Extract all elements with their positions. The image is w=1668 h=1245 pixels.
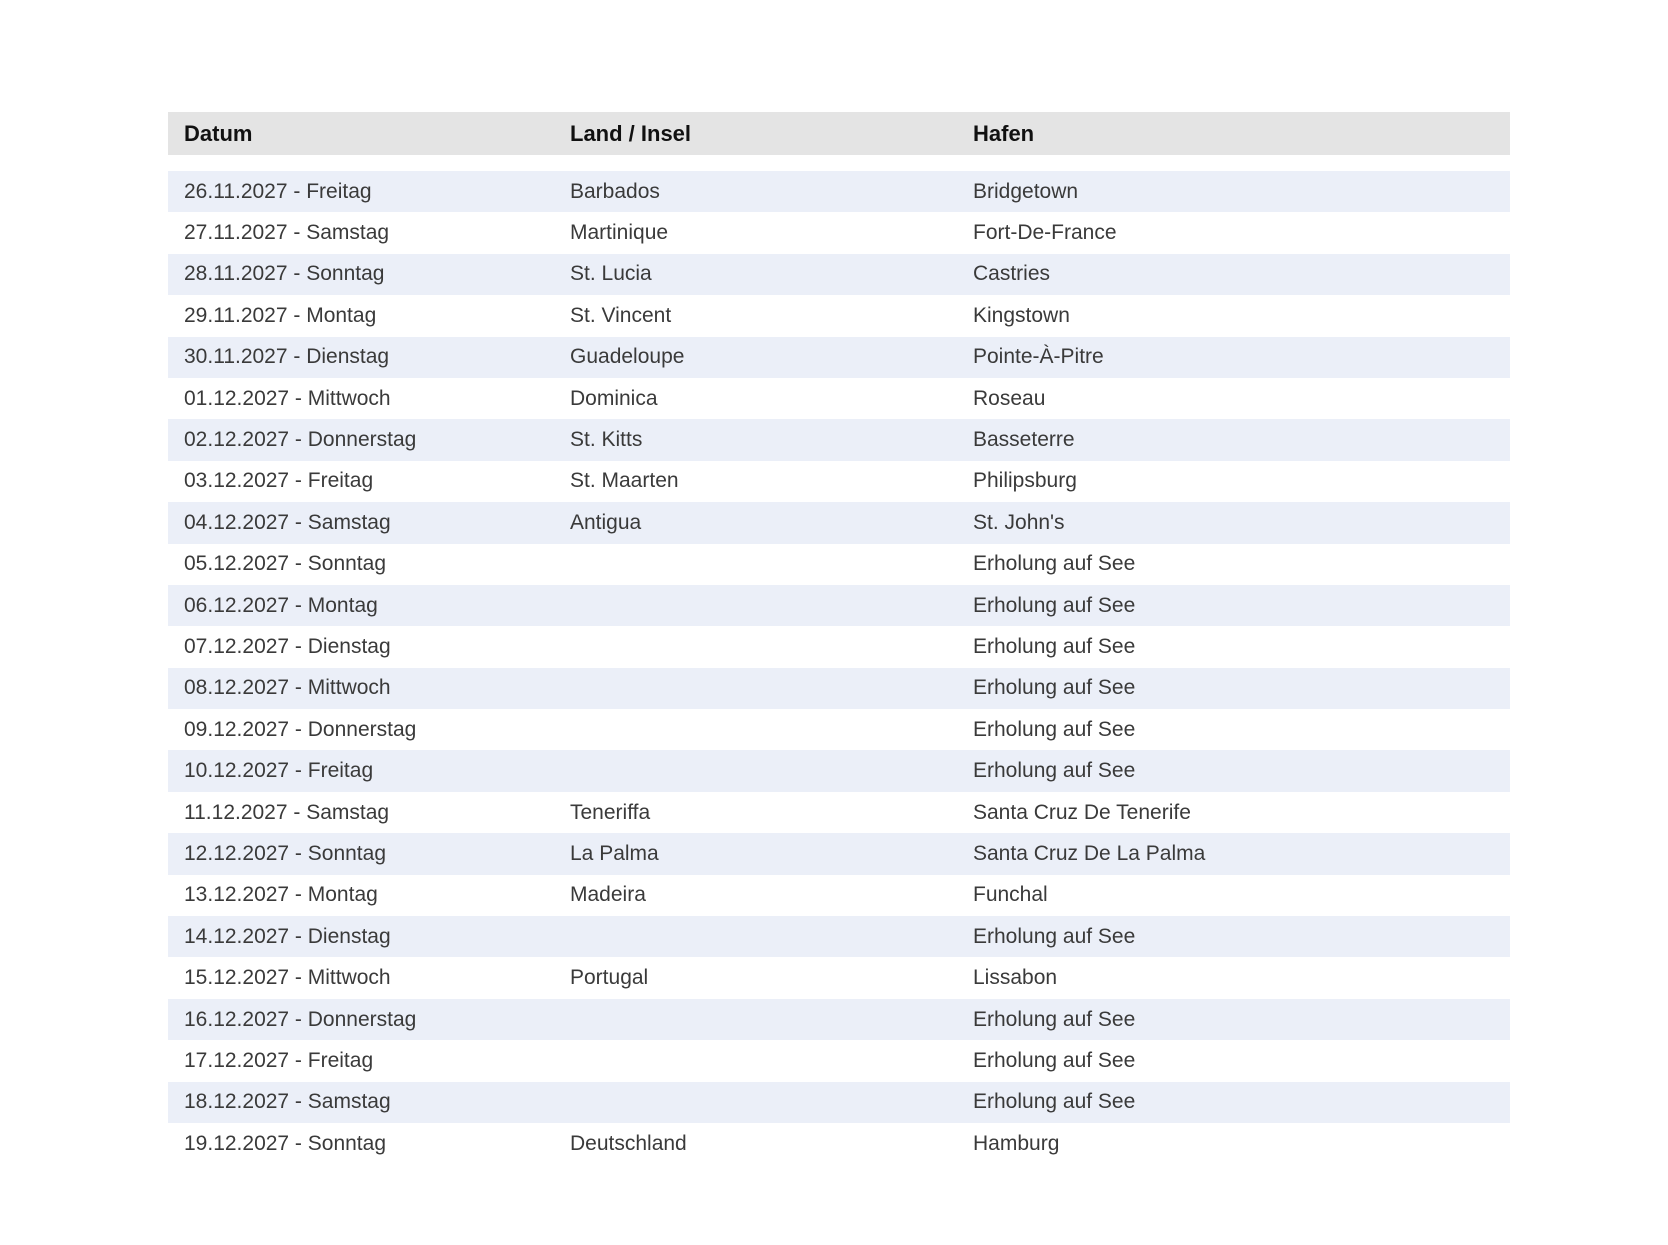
- table-row: 09.12.2027 - Donnerstag Erholung auf See: [168, 709, 1510, 750]
- table-row: 10.12.2027 - Freitag Erholung auf See: [168, 750, 1510, 792]
- cell-hafen: Erholung auf See: [973, 759, 1136, 783]
- table-row: 14.12.2027 - Dienstag Erholung auf See: [168, 916, 1510, 958]
- cell-hafen: Pointe-À-Pitre: [973, 345, 1104, 369]
- cell-hafen: Basseterre: [973, 428, 1075, 452]
- cell-datum: 03.12.2027 - Freitag: [184, 469, 374, 493]
- cell-hafen: Philipsburg: [973, 469, 1077, 493]
- cell-land: Guadeloupe: [570, 345, 685, 369]
- cell-datum: 28.11.2027 - Sonntag: [184, 262, 385, 286]
- cell-land: St. Maarten: [570, 469, 679, 493]
- table-row: 06.12.2027 - Montag Erholung auf See: [168, 584, 1510, 627]
- table-row: 19.12.2027 - Sonntag Deutschland Hamburg: [168, 1123, 1510, 1164]
- cell-datum: 18.12.2027 - Samstag: [184, 1090, 391, 1114]
- cell-hafen: Funchal: [973, 883, 1048, 907]
- table-row: 08.12.2027 - Mittwoch Erholung auf See: [168, 667, 1510, 710]
- table-row: 03.12.2027 - Freitag St. Maarten Philipsbu…: [168, 461, 1510, 502]
- cell-datum: 15.12.2027 - Mittwoch: [184, 966, 391, 990]
- cell-land: Barbados: [570, 179, 660, 203]
- cell-hafen: Erholung auf See: [973, 717, 1136, 741]
- cell-datum: 26.11.2027 - Freitag: [184, 179, 372, 203]
- table-row: 01.12.2027 - Mittwoch Dominica Roseau: [168, 378, 1510, 419]
- cell-hafen: Bridgetown: [973, 179, 1079, 203]
- table-row: 11.12.2027 - Samstag Teneriffa Santa Cruz …: [168, 792, 1510, 833]
- cell-land: La Palma: [570, 841, 659, 865]
- cell-datum: 27.11.2027 - Samstag: [184, 221, 390, 245]
- cell-datum: 04.12.2027 - Samstag: [184, 510, 391, 534]
- table-body: 26.11.2027 - Freitag Barbados Bridgetown 27…: [168, 171, 1510, 1164]
- cell-hafen: Hamburg: [973, 1131, 1060, 1155]
- cell-land: Antigua: [570, 510, 642, 534]
- cell-datum: 05.12.2027 - Sonntag: [184, 552, 387, 576]
- cell-hafen: Erholung auf See: [973, 593, 1136, 617]
- table-row: 13.12.2027 - Montag Madeira Funchal: [168, 875, 1510, 916]
- cell-datum: 29.11.2027 - Montag: [184, 303, 377, 327]
- cell-datum: 14.12.2027 - Dienstag: [184, 924, 391, 948]
- cell-datum: 30.11.2027 - Dienstag: [184, 345, 390, 369]
- table-row: 16.12.2027 - Donnerstag Erholung auf See: [168, 998, 1510, 1041]
- cell-hafen: St. John's: [973, 510, 1065, 534]
- cell-hafen: Roseau: [973, 386, 1046, 410]
- table-row: 26.11.2027 - Freitag Barbados Bridgetown: [168, 171, 1510, 213]
- cell-land: Portugal: [570, 966, 649, 990]
- cell-datum: 06.12.2027 - Montag: [184, 593, 378, 617]
- cell-land: Dominica: [570, 386, 658, 410]
- cell-hafen: Erholung auf See: [973, 1048, 1136, 1072]
- table-row: 04.12.2027 - Samstag Antigua St. John's: [168, 502, 1510, 544]
- table-row: 18.12.2027 - Samstag Erholung auf See: [168, 1081, 1510, 1123]
- cell-datum: 12.12.2027 - Sonntag: [184, 841, 387, 865]
- header-hafen: Hafen: [973, 120, 1035, 146]
- cell-land: St. Kitts: [570, 428, 643, 452]
- cell-land: Teneriffa: [570, 800, 651, 824]
- cell-datum: 08.12.2027 - Mittwoch: [184, 676, 391, 700]
- table-row: 30.11.2027 - Dienstag Guadeloupe Pointe-À-…: [168, 336, 1510, 378]
- cell-datum: 16.12.2027 - Donnerstag: [184, 1007, 417, 1031]
- table-row: 29.11.2027 - Montag St. Vincent Kingstown: [168, 295, 1510, 336]
- cell-hafen: Santa Cruz De Tenerife: [973, 800, 1191, 824]
- cell-datum: 07.12.2027 - Dienstag: [184, 634, 391, 658]
- cell-land: St. Vincent: [570, 303, 672, 327]
- cell-datum: 13.12.2027 - Montag: [184, 883, 378, 907]
- table-row: 15.12.2027 - Mittwoch Portugal Lissabon: [168, 957, 1510, 998]
- cell-hafen: Kingstown: [973, 303, 1070, 327]
- cell-datum: 01.12.2027 - Mittwoch: [184, 386, 391, 410]
- cell-hafen: Erholung auf See: [973, 1090, 1136, 1114]
- table-row: 05.12.2027 - Sonntag Erholung auf See: [168, 544, 1510, 585]
- table-row: 28.11.2027 - Sonntag St. Lucia Castries: [168, 253, 1510, 296]
- cell-hafen: Erholung auf See: [973, 1007, 1136, 1031]
- cell-land: St. Lucia: [570, 262, 652, 286]
- table-row: 12.12.2027 - Sonntag La Palma Santa Cruz D…: [168, 833, 1510, 875]
- cell-hafen: Lissabon: [973, 966, 1058, 990]
- table-row: 02.12.2027 - Donnerstag St. Kitts Basseter…: [168, 419, 1510, 461]
- header-datum: Datum: [184, 120, 253, 146]
- header-land-insel: Land / Insel: [570, 120, 692, 146]
- cell-land: Martinique: [570, 221, 669, 245]
- cell-hafen: Castries: [973, 262, 1051, 286]
- table-row: 17.12.2027 - Freitag Erholung auf See: [168, 1040, 1510, 1081]
- cell-datum: 19.12.2027 - Sonntag: [184, 1131, 387, 1155]
- table-row: 07.12.2027 - Dienstag Erholung auf See: [168, 626, 1510, 667]
- table-header: Datum Land / Insel Hafen: [168, 112, 1510, 155]
- cell-hafen: Santa Cruz De La Palma: [973, 841, 1206, 865]
- cell-hafen: Erholung auf See: [973, 552, 1136, 576]
- cell-hafen: Erholung auf See: [973, 676, 1136, 700]
- itinerary-table: Datum Land / Insel Hafen 26.11.2027 - Fr…: [168, 112, 1510, 1164]
- cell-datum: 10.12.2027 - Freitag: [184, 759, 374, 783]
- cell-hafen: Erholung auf See: [973, 634, 1136, 658]
- cell-datum: 11.12.2027 - Samstag: [184, 800, 390, 824]
- cell-hafen: Erholung auf See: [973, 924, 1136, 948]
- table-row: 27.11.2027 - Samstag Martinique Fort-De-Fr…: [168, 212, 1510, 253]
- cell-hafen: Fort-De-France: [973, 221, 1117, 245]
- cell-datum: 09.12.2027 - Donnerstag: [184, 717, 417, 741]
- cell-datum: 02.12.2027 - Donnerstag: [184, 428, 417, 452]
- cell-datum: 17.12.2027 - Freitag: [184, 1048, 374, 1072]
- cell-land: Madeira: [570, 883, 646, 907]
- cell-land: Deutschland: [570, 1131, 687, 1155]
